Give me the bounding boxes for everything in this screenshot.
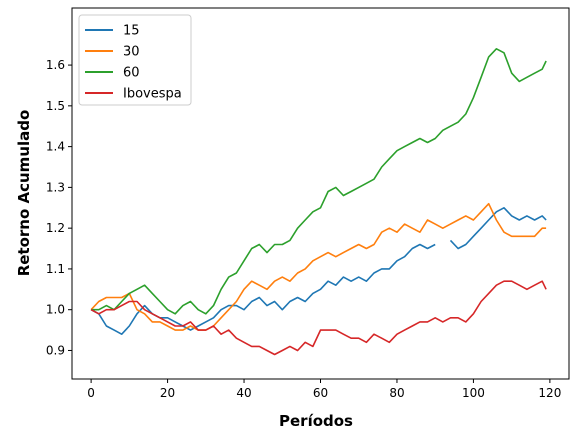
y-tick-label: 0.9 — [46, 343, 65, 357]
y-tick-label: 1.2 — [46, 221, 65, 235]
y-axis-title: Retorno Acumulado — [15, 110, 33, 277]
y-tick-label: 1.5 — [46, 99, 65, 113]
series-line-ibovespa — [90, 280, 547, 356]
legend-label-30: 30 — [123, 45, 140, 60]
x-tick-label: 40 — [236, 386, 251, 400]
ticks-layer: 0 20 40 60 80 100 120 0.9 1.0 1.1 1.2 1.3 1.4 1.5 1.6 — [46, 58, 561, 400]
x-tick-label: 120 — [538, 386, 561, 400]
y-tick-label: 1.4 — [46, 140, 65, 154]
x-tick-label: 0 — [87, 386, 95, 400]
x-tick-label: 100 — [462, 386, 485, 400]
legend-label-60: 60 — [123, 66, 140, 81]
legend-box — [78, 14, 192, 106]
series-line-30 — [90, 202, 547, 331]
x-tick-label: 20 — [160, 386, 175, 400]
y-tick-label: 1.0 — [46, 303, 65, 317]
x-tick-label: 60 — [313, 386, 328, 400]
series-line-60 — [91, 48, 547, 315]
series-line-15 — [90, 207, 547, 335]
y-tick-label: 1.6 — [46, 58, 65, 72]
y-tick-label: 1.1 — [46, 262, 65, 276]
series-layer — [90, 48, 547, 356]
legend: 15 30 60 Ibovespa — [78, 14, 192, 106]
x-axis-title: Períodos — [279, 412, 353, 430]
legend-label-15: 15 — [123, 24, 140, 39]
x-tick-label: 80 — [389, 386, 404, 400]
legend-label-ibovespa: Ibovespa — [123, 87, 182, 102]
y-tick-label: 1.3 — [46, 180, 65, 194]
